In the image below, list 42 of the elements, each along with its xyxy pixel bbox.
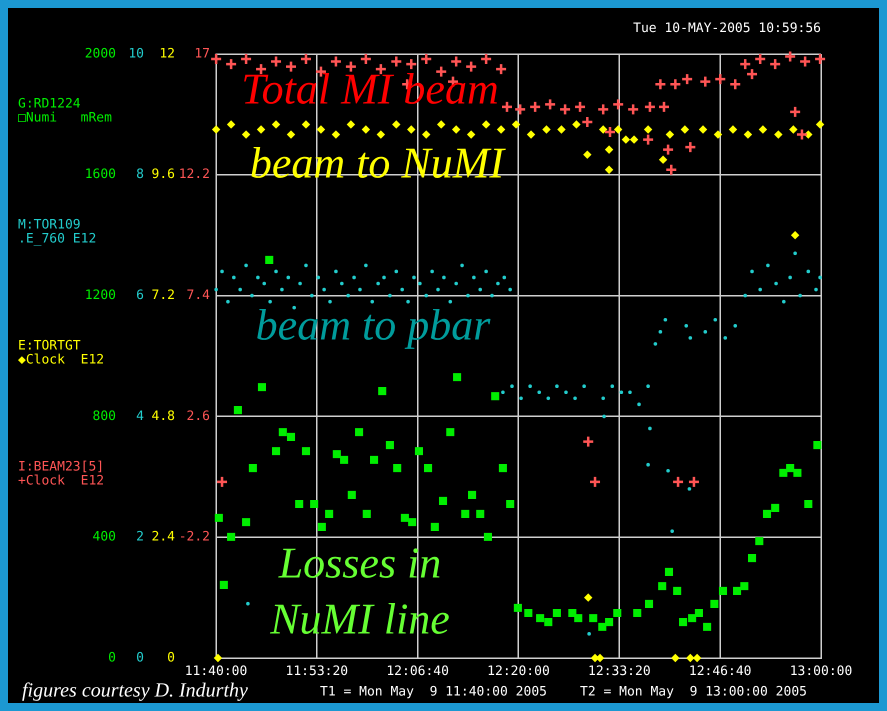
y-tick-label: 17 — [194, 46, 210, 62]
y-tick-label: 800 — [92, 408, 116, 424]
y-tick-label: 2.6 — [186, 408, 210, 424]
y-tick-label: 1600 — [84, 167, 116, 182]
y2-tick-label: 8 — [136, 167, 144, 182]
text: figures courtesy D. Indurthy — [22, 679, 248, 702]
x-tick-label: 12:46:40 — [688, 664, 752, 680]
text: I:BEAM23[5] — [18, 459, 104, 474]
text: E:TORTGT — [18, 338, 81, 354]
y-tick-label: 2000 — [84, 46, 116, 62]
y-tick-label: 7.4 — [186, 288, 210, 303]
y-tick-label: 12.2 — [178, 167, 210, 182]
y3-tick-label: 12 — [159, 46, 175, 62]
y3-tick-label: 2.4 — [152, 530, 176, 545]
y-tick-label: 1200 — [84, 288, 116, 303]
x-tick-label: 13:00:00 — [790, 664, 852, 680]
text: T2 = Mon May 9 13:00:00 2005 — [580, 684, 807, 700]
y-tick-label: -2.2 — [178, 530, 210, 545]
x-tick-label: 11:53:20 — [286, 664, 348, 680]
y2-tick-label: 4 — [136, 408, 144, 424]
y3-tick-label: 0 — [167, 650, 175, 666]
y2-tick-label: 0 — [136, 650, 144, 666]
text: .E_760 E12 — [18, 231, 96, 246]
text: +Clock E12 — [18, 473, 104, 488]
y3-tick-label: 7.2 — [152, 288, 175, 303]
y2-tick-label: 10 — [128, 46, 144, 62]
x-tick-label: 12:06:40 — [386, 664, 449, 680]
y3-tick-label: 9.6 — [152, 167, 175, 182]
x-tick-label: 12:33:20 — [588, 664, 651, 680]
text: T1 = Mon May 9 11:40:00 2005 — [320, 684, 547, 700]
y-tick-label: 400 — [92, 530, 116, 545]
y2-tick-label: 6 — [136, 288, 144, 303]
chart-title: Tue 10-MAY-2005 10:59:56 — [633, 21, 821, 36]
y-tick-label: 0 — [108, 650, 116, 666]
text: M:TOR109 — [18, 217, 81, 232]
text: □Numi mRem — [18, 110, 112, 126]
y3-tick-label: 4.8 — [152, 408, 175, 424]
text: ◆Clock E12 — [18, 352, 104, 368]
y2-tick-label: 2 — [136, 530, 144, 545]
text: G:RD1224 — [18, 96, 81, 112]
x-tick-label: 12:20:00 — [487, 664, 550, 680]
x-tick-label: 11:40:00 — [184, 664, 248, 680]
